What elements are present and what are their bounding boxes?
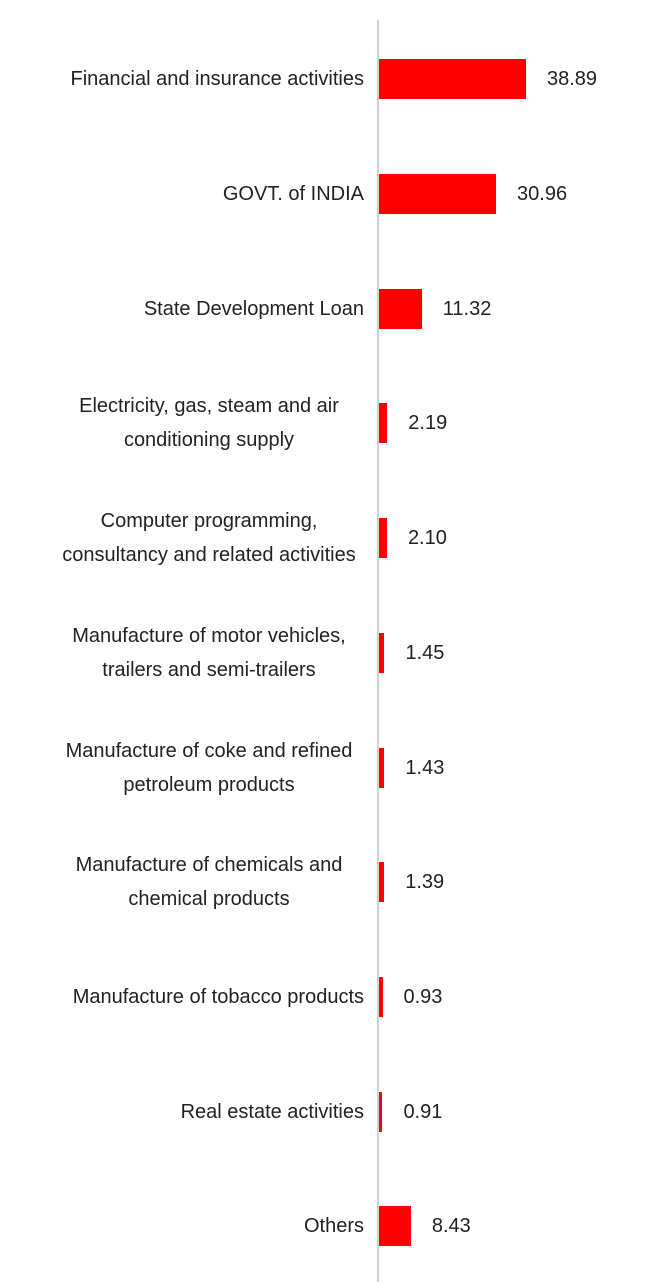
category-label-box: Financial and insurance activities: [54, 24, 365, 134]
value-label: 0.93: [403, 985, 443, 1008]
category-label: Real estate activities: [180, 1100, 364, 1123]
category-label: Manufacture of tobacco products: [72, 985, 364, 1008]
bar: [379, 976, 383, 1017]
bar: [379, 59, 526, 100]
category-label: GOVT. of INDIA: [222, 183, 364, 206]
bar: [379, 632, 385, 673]
bar: [379, 288, 422, 329]
bar: [379, 1091, 383, 1132]
bar: [379, 747, 385, 788]
category-label: State Development Loan: [143, 297, 364, 320]
axis-line: [377, 20, 379, 1282]
value-label: 30.96: [517, 183, 568, 206]
category-label-box: Manufacture of motor vehicles, trailers …: [54, 598, 364, 708]
bar: [379, 403, 388, 444]
category-label-box: Manufacture of tobacco products: [54, 942, 364, 1052]
category-label: Manufacture of coke and refined petroleu…: [65, 739, 353, 796]
value-label: 1.39: [405, 871, 445, 894]
category-label-box: Manufacture of chemicals and chemical pr…: [54, 827, 364, 937]
category-label: Financial and insurance activities: [70, 68, 365, 91]
value-label: 11.32: [442, 297, 492, 320]
category-label-box: Computer programming, consultancy and re…: [54, 483, 364, 593]
category-label-box: Electricity, gas, steam and air conditio…: [54, 368, 364, 478]
value-label: 8.43: [431, 1215, 471, 1238]
value-label: 38.89: [547, 68, 598, 91]
value-label: 1.45: [405, 641, 445, 664]
category-label-box: State Development Loan: [54, 254, 364, 364]
category-label: Electricity, gas, steam and air conditio…: [79, 395, 339, 452]
category-label: Manufacture of chemicals and chemical pr…: [75, 854, 343, 911]
category-label: Manufacture of motor vehicles, trailers …: [72, 624, 346, 681]
category-label-box: GOVT. of INDIA: [54, 139, 364, 249]
value-label: 0.91: [403, 1100, 443, 1123]
bar: [379, 862, 385, 903]
value-label: 1.43: [405, 756, 445, 779]
bar: [379, 1206, 411, 1247]
category-label: Others: [303, 1215, 364, 1238]
bar: [379, 174, 497, 215]
category-label: Computer programming, consultancy and re…: [62, 510, 356, 567]
category-label-box: Others: [54, 1171, 364, 1281]
value-label: 2.10: [407, 527, 447, 550]
category-label-box: Real estate activities: [54, 1057, 364, 1167]
value-label: 2.19: [408, 412, 448, 435]
category-label-box: Manufacture of coke and refined petroleu…: [54, 713, 364, 823]
bar: [379, 518, 387, 559]
